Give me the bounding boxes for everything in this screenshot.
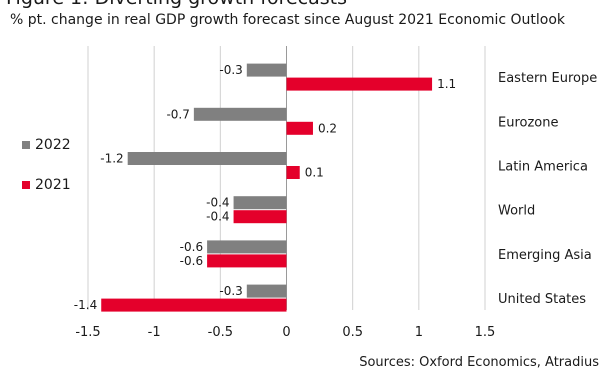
bar-2022 xyxy=(246,284,287,298)
bar-2021 xyxy=(286,121,313,135)
legend-label-2022: 2022 xyxy=(35,137,71,153)
category-label: Eastern Europe xyxy=(498,71,597,86)
category-label: Eurozone xyxy=(498,115,558,130)
bar-2022 xyxy=(193,107,287,121)
bar-2022 xyxy=(246,63,287,77)
data-label: 1.1 xyxy=(437,77,456,91)
x-tick-label: 1 xyxy=(415,325,423,340)
bar-2022 xyxy=(127,152,287,165)
data-label: -0.4 xyxy=(206,196,229,210)
bar-2021 xyxy=(286,77,433,91)
bar-2021 xyxy=(233,210,287,224)
data-label: -0.6 xyxy=(180,240,203,254)
x-tick-label: -1 xyxy=(148,325,161,340)
x-tick-label: 1.5 xyxy=(475,325,496,340)
category-label: Latin America xyxy=(498,160,588,175)
data-label: -0.6 xyxy=(180,254,203,268)
data-label: -0.4 xyxy=(206,210,229,224)
category-label: United States xyxy=(498,292,586,307)
legend-label-2021: 2021 xyxy=(35,177,71,193)
bar-2022 xyxy=(207,240,287,254)
data-label: -0.3 xyxy=(219,284,242,298)
legend-item-2021: 2021 xyxy=(22,177,71,193)
legend-swatch-2022 xyxy=(22,141,30,149)
x-tick-label: 0.5 xyxy=(342,325,363,340)
bar-2021 xyxy=(101,298,287,312)
bar-2022 xyxy=(233,196,287,210)
data-label: -1.2 xyxy=(100,152,123,166)
x-tick-label: -1.5 xyxy=(75,325,100,340)
category-label: Emerging Asia xyxy=(498,248,592,263)
category-label: World xyxy=(498,204,535,219)
bar-2021 xyxy=(207,254,287,268)
bar-2021 xyxy=(286,166,300,179)
data-label: -0.7 xyxy=(166,107,189,121)
chart-source: Sources: Oxford Economics, Atradius xyxy=(359,355,599,370)
data-label: -1.4 xyxy=(74,298,97,312)
x-tick-label: 0 xyxy=(282,325,290,340)
data-label: 0.1 xyxy=(305,166,324,180)
data-label: -0.3 xyxy=(219,63,242,77)
data-label: 0.2 xyxy=(318,121,337,135)
legend-swatch-2021 xyxy=(22,181,30,189)
x-tick-label: -0.5 xyxy=(208,325,233,340)
legend-item-2022: 2022 xyxy=(22,137,71,153)
chart-subtitle: % pt. change in real GDP growth forecast… xyxy=(10,12,566,28)
